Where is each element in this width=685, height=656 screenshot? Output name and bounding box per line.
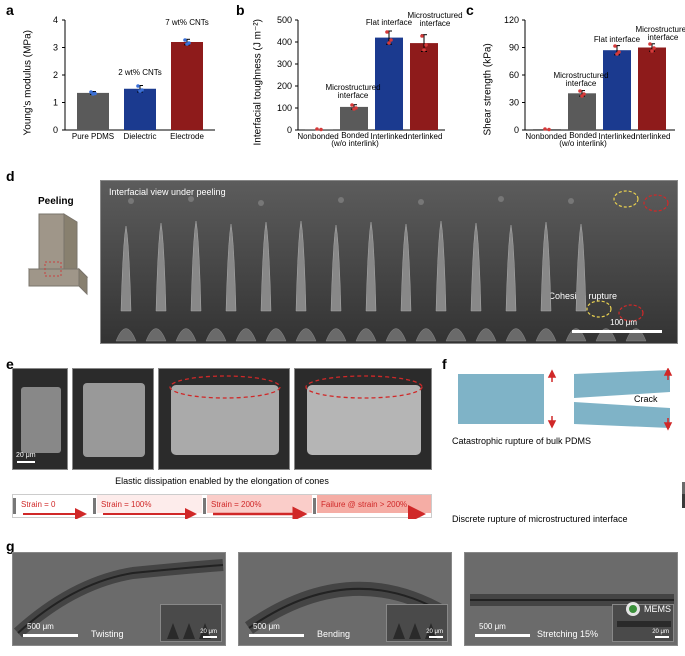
scale-bar-d	[572, 330, 662, 333]
svg-text:0: 0	[514, 125, 519, 135]
svg-text:4: 4	[53, 15, 58, 25]
bar-c-1	[568, 93, 596, 130]
panel-f-container: Crack Catastrophic rupture of bulk PDMS …	[452, 368, 676, 526]
svg-text:200: 200	[277, 81, 292, 91]
ylabel-a: Young's modulus (MPa)	[23, 16, 34, 136]
caption-e: Elastic dissipation enabled by the elong…	[12, 476, 432, 486]
sem-e-1	[72, 368, 154, 470]
bar-a-2	[171, 42, 203, 130]
strain-bar: Strain = 0 Strain = 100% Strain = 200% F…	[12, 494, 432, 518]
bar-a-1	[124, 89, 156, 130]
sem-g-1: 500 μm Bending 20 μm	[238, 552, 452, 646]
bar-a-0	[77, 93, 109, 130]
scale-text-g2: 500 μm	[479, 622, 506, 631]
svg-text:120: 120	[504, 15, 519, 25]
svg-text:3: 3	[53, 43, 58, 53]
inset-g1: 20 μm	[386, 604, 448, 642]
panel-label-d: d	[6, 168, 15, 184]
chart-a: Young's modulus (MPa) 0 1 2 3 4 Pure PDM…	[40, 10, 220, 150]
svg-text:500: 500	[277, 15, 292, 25]
svg-text:2: 2	[53, 70, 58, 80]
anno-b-3: Microstructuredinterface	[402, 12, 468, 28]
scale-text-g0: 500 μm	[27, 622, 54, 631]
sem-e-2	[158, 368, 290, 470]
anno-c-3: Microstructuredinterface	[630, 26, 685, 42]
xcat-a-0: Pure PDMS	[68, 132, 118, 141]
caption-f-bottom: Discrete rupture of microstructured inte…	[452, 514, 676, 524]
anno-b-1: Microstructuredinterface	[320, 84, 386, 100]
watermark: MEMS	[625, 601, 671, 617]
panel-label-a: a	[6, 2, 14, 18]
svg-text:1: 1	[53, 98, 58, 108]
panel-e-container: 20 μm Elastic dissipation enabled by the…	[12, 368, 432, 526]
schematic-f-top: Crack	[452, 368, 676, 438]
sem-d-svg	[101, 181, 679, 345]
panel-label-b: b	[236, 2, 245, 18]
chart-b-svg: 0 100 200 300 400 500	[270, 10, 450, 150]
panel-g-container: 500 μm Twisting 20 μm 500 μm Bending 20 …	[12, 552, 678, 648]
svg-text:90: 90	[509, 43, 519, 53]
inset-g0: 20 μm	[160, 604, 222, 642]
peeling-schematic: Peeling	[14, 194, 92, 304]
schematic-f-bottom: Interface	[676, 454, 685, 514]
bar-b-0	[305, 129, 333, 130]
svg-text:0: 0	[287, 125, 292, 135]
caption-f-top: Catastrophic rupture of bulk PDMS	[452, 436, 676, 446]
chart-b: Interfacial toughness (J m⁻²) 0 100 200 …	[270, 10, 450, 150]
anno-a-2: 7 wt% CNTs	[159, 18, 215, 27]
svg-text:100: 100	[277, 103, 292, 113]
scale-text-g1: 500 μm	[253, 622, 280, 631]
mode-g0: Twisting	[91, 629, 124, 639]
sem-e-3	[294, 368, 432, 470]
sem-g-0: 500 μm Twisting 20 μm	[12, 552, 226, 646]
ylabel-b: Interfacial toughness (J m⁻²)	[253, 6, 264, 146]
scale-bar-e	[17, 461, 35, 463]
svg-text:30: 30	[509, 98, 519, 108]
svg-text:Crack: Crack	[634, 394, 658, 404]
scale-text-e: 20 μm	[16, 452, 36, 459]
scale-bar-g2	[475, 634, 530, 637]
sem-d: Interfacial view under peeling Cohesive …	[100, 180, 678, 344]
chart-a-svg: 0 1 2 3 4	[40, 10, 220, 150]
mode-g2: Stretching 15%	[537, 629, 598, 639]
chart-c: Shear strength (kPa) 0 30 60 90 120 Nonb…	[500, 10, 680, 150]
svg-text:400: 400	[277, 37, 292, 47]
xcat-b-3: Interlinked	[400, 132, 448, 141]
bar-b-3	[410, 43, 438, 130]
svg-text:0: 0	[53, 125, 58, 135]
anno-a-1: 2 wt% CNTs	[112, 68, 168, 77]
peeling-label: Peeling	[38, 196, 74, 207]
sem-g-2: 500 μm Stretching 15% 20 μm MEMS	[464, 552, 678, 646]
anno-c-1: Microstructuredinterface	[548, 72, 614, 88]
strain-arrows	[13, 495, 433, 519]
svg-text:300: 300	[277, 59, 292, 69]
panel-label-f: f	[442, 356, 447, 372]
sem-e-0: 20 μm	[12, 368, 68, 470]
ylabel-c: Shear strength (kPa)	[483, 16, 494, 136]
bar-c-3	[638, 48, 666, 131]
bar-c-2	[603, 50, 631, 130]
scale-bar-g1	[249, 634, 304, 637]
yticks-a: 0 1 2 3 4	[53, 15, 65, 135]
xcat-c-3: Interlinked	[628, 132, 676, 141]
svg-text:60: 60	[509, 70, 519, 80]
scale-text-d: 100 μm	[610, 318, 637, 327]
xcat-a-1: Dielectric	[115, 132, 165, 141]
xcat-a-2: Electrode	[162, 132, 212, 141]
mode-g1: Bending	[317, 629, 350, 639]
bar-c-0	[533, 129, 561, 130]
scale-bar-g0	[23, 634, 78, 637]
